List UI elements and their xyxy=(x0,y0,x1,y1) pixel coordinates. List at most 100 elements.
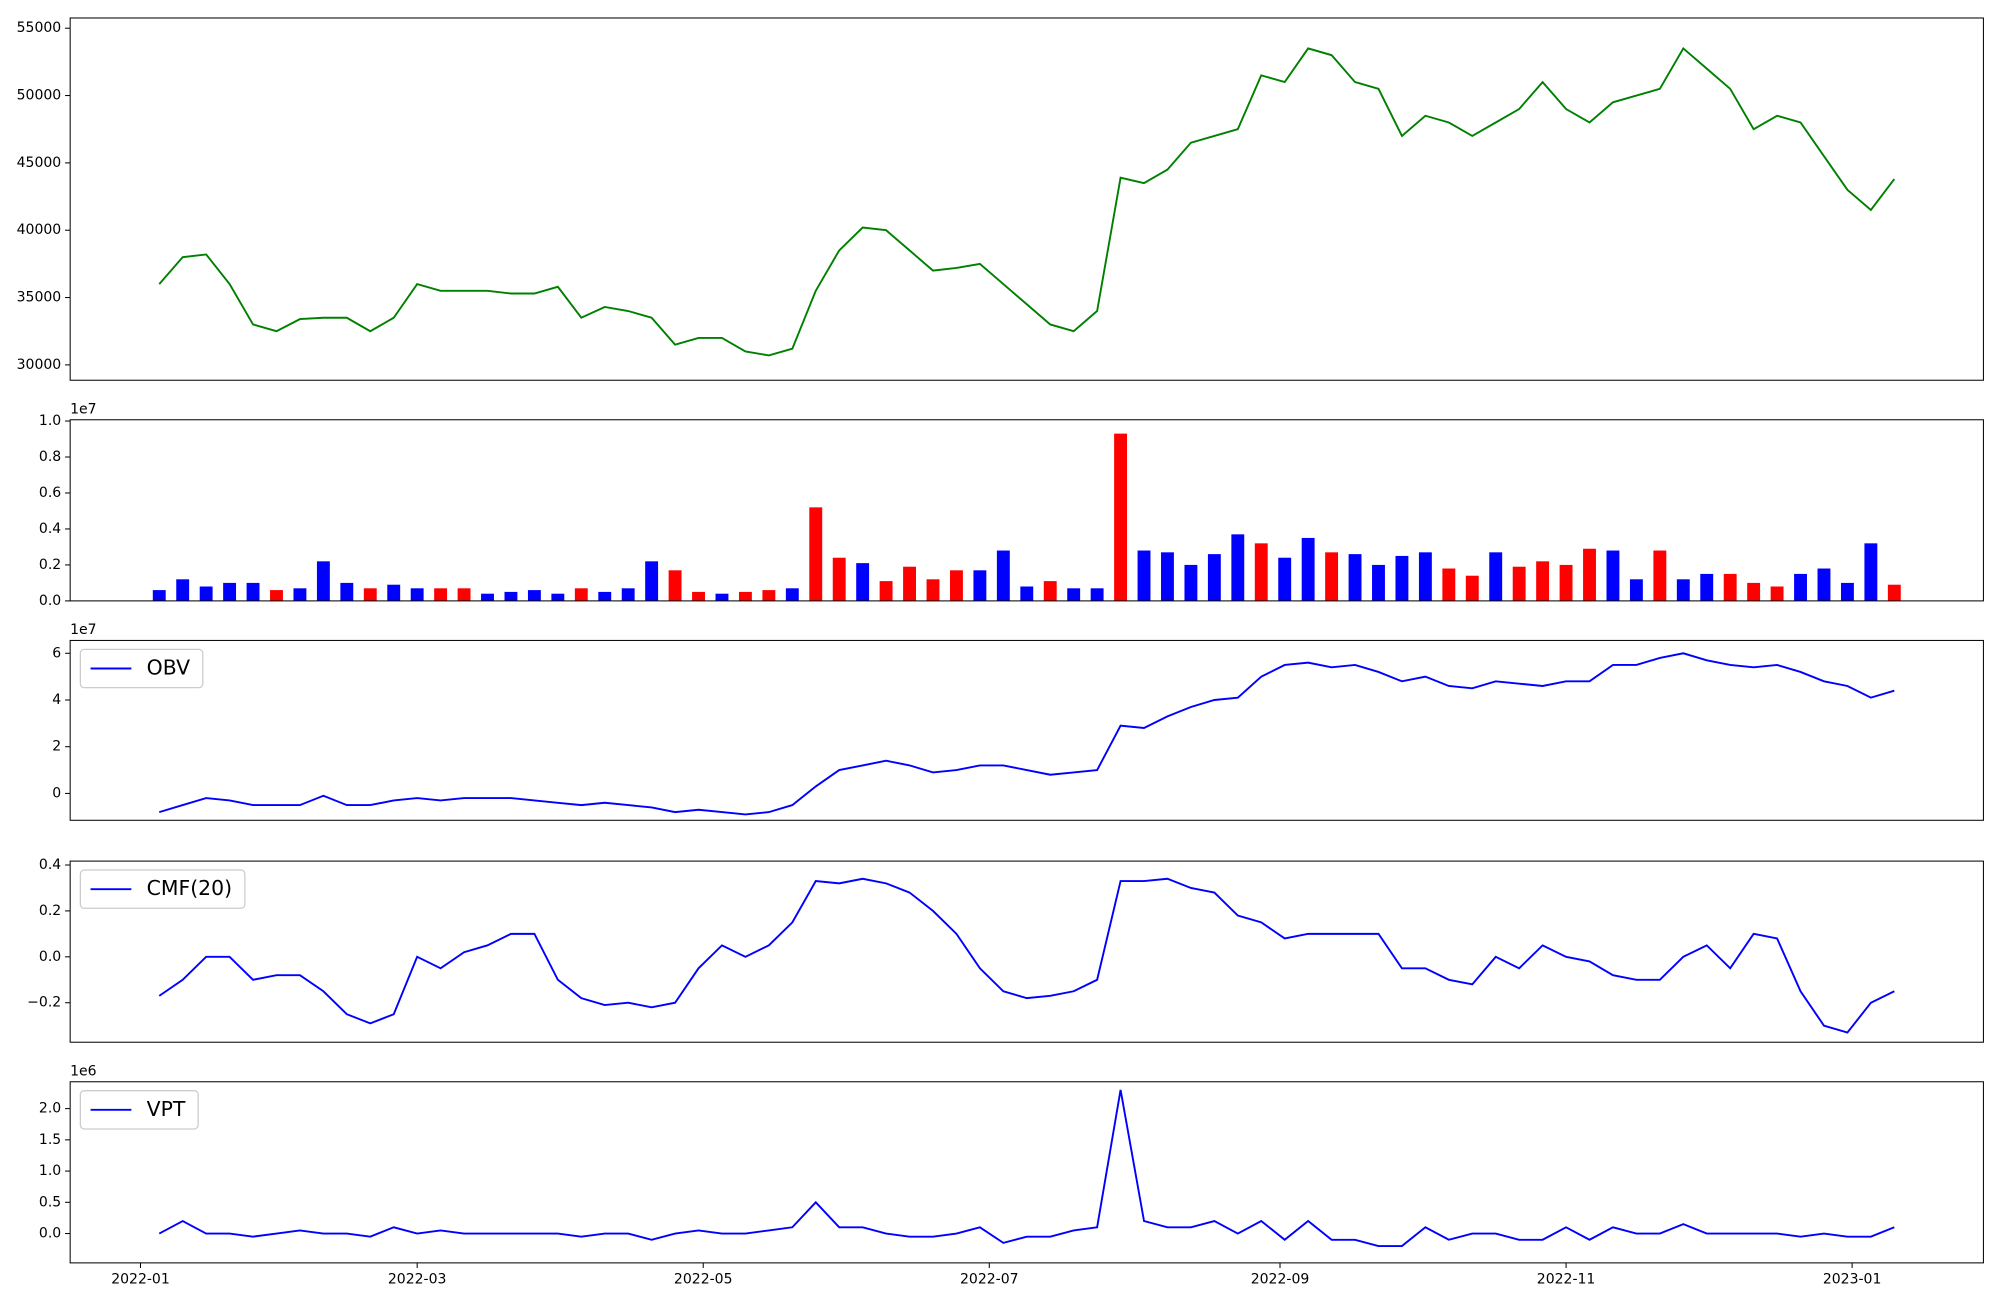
y-tick-label: 0.0 xyxy=(39,1226,61,1242)
volume-bar xyxy=(387,584,401,601)
volume-bar xyxy=(809,507,823,601)
volume-bar xyxy=(199,586,213,601)
y-tick-label: 30000 xyxy=(17,357,62,373)
volume-bar xyxy=(1700,573,1714,601)
volume-bar xyxy=(1207,554,1221,601)
legend-box xyxy=(79,648,204,689)
volume-bar xyxy=(879,581,893,601)
volume-bar xyxy=(363,588,377,601)
volume-bar xyxy=(1794,573,1807,601)
volume-bar xyxy=(668,570,682,601)
line-series xyxy=(158,652,1895,816)
volume-bar xyxy=(1278,557,1292,601)
volume-bar xyxy=(832,557,846,601)
volume-bar xyxy=(1723,573,1737,601)
volume-bar xyxy=(1301,537,1315,601)
volume-bar xyxy=(1817,568,1831,601)
volume-bar xyxy=(785,588,799,601)
y-tick-label: 4 xyxy=(52,692,61,708)
volume-bar xyxy=(293,588,307,601)
volume-bar xyxy=(1747,582,1761,601)
volume-bar xyxy=(1512,566,1526,601)
volume-bar xyxy=(434,588,448,601)
y-tick-label: 0.8 xyxy=(39,449,61,465)
volume-bar xyxy=(316,561,330,601)
volume-bar xyxy=(1137,550,1151,601)
x-tick-label: 2022-07 xyxy=(960,1271,1019,1287)
y-tick-label: 55000 xyxy=(17,20,62,36)
volume-bar xyxy=(1395,555,1409,601)
axes-frame xyxy=(69,860,1984,1043)
volume-bar xyxy=(738,591,752,601)
y-tick-label: 1.0 xyxy=(39,413,61,429)
axis-offset-label: 1e6 xyxy=(70,1064,97,1080)
legend-label: VPT xyxy=(147,1097,186,1121)
volume-bar xyxy=(1231,534,1245,601)
volume-bar xyxy=(1887,584,1901,601)
volume-bar xyxy=(1020,586,1034,601)
volume-bar xyxy=(223,582,237,601)
volume-bar xyxy=(1043,581,1057,601)
y-tick-label: −0.2 xyxy=(27,995,61,1011)
line-series xyxy=(158,877,1895,1034)
volume-bar xyxy=(246,582,260,601)
volume-bar xyxy=(1583,548,1596,601)
y-tick-label: 0.5 xyxy=(39,1194,61,1210)
volume-bar xyxy=(1653,550,1667,601)
volume-bar xyxy=(926,579,940,601)
y-tick-label: 35000 xyxy=(17,290,62,306)
volume-bar xyxy=(1770,586,1784,601)
y-tick-label: 2.0 xyxy=(39,1101,61,1117)
volume-bar xyxy=(1489,552,1503,601)
volume-bar xyxy=(340,582,354,601)
volume-bar xyxy=(1090,588,1104,601)
volume-bar xyxy=(1161,552,1174,601)
volume-bar xyxy=(1465,575,1479,601)
y-tick-label: 0.6 xyxy=(39,485,61,501)
x-tick-label: 2022-01 xyxy=(111,1271,170,1287)
volume-bar xyxy=(996,550,1010,601)
volume-bar xyxy=(949,570,963,601)
volume-bar xyxy=(645,561,659,601)
x-tick-label: 2022-09 xyxy=(1251,1271,1310,1287)
volume-bar xyxy=(1840,582,1854,601)
volume-bar xyxy=(1418,552,1432,601)
volume-bar xyxy=(1114,433,1128,601)
volume-bar xyxy=(856,563,870,601)
y-tick-label: 0.4 xyxy=(39,521,61,537)
volume-bar xyxy=(692,591,705,601)
volume-bar xyxy=(1254,543,1268,601)
y-tick-label: 40000 xyxy=(17,222,62,238)
volume-bar xyxy=(1348,554,1362,601)
volume-bar xyxy=(504,591,518,601)
volume-bar xyxy=(176,579,190,601)
axis-offset-label: 1e7 xyxy=(70,402,96,418)
y-tick-label: 0.2 xyxy=(39,557,61,573)
volume-bar xyxy=(551,593,565,601)
volume-bar xyxy=(973,570,987,601)
y-tick-label: 0.4 xyxy=(39,857,61,873)
volume-bar xyxy=(1067,588,1081,601)
volume-bar xyxy=(598,591,612,601)
legend-box xyxy=(79,1090,199,1130)
volume-bar xyxy=(410,588,424,601)
x-tick-label: 2023-01 xyxy=(1823,1271,1882,1287)
axes-frame xyxy=(69,639,1984,821)
volume-bar xyxy=(481,593,494,601)
volume-bar xyxy=(1184,564,1198,601)
line-series xyxy=(158,1089,1895,1247)
x-tick-label: 2022-05 xyxy=(674,1271,733,1287)
volume-bar xyxy=(1559,564,1573,601)
y-tick-label: 0.2 xyxy=(39,903,61,919)
volume-bar xyxy=(1629,579,1643,601)
volume-bar xyxy=(574,588,588,601)
volume-bar xyxy=(1606,550,1620,601)
volume-bar xyxy=(152,590,166,601)
axes-frame xyxy=(69,17,1984,381)
y-tick-label: 6 xyxy=(52,645,61,661)
legend-label: OBV xyxy=(147,655,190,679)
axis-offset-label: 1e7 xyxy=(70,622,96,638)
y-tick-label: 1.5 xyxy=(39,1132,61,1148)
